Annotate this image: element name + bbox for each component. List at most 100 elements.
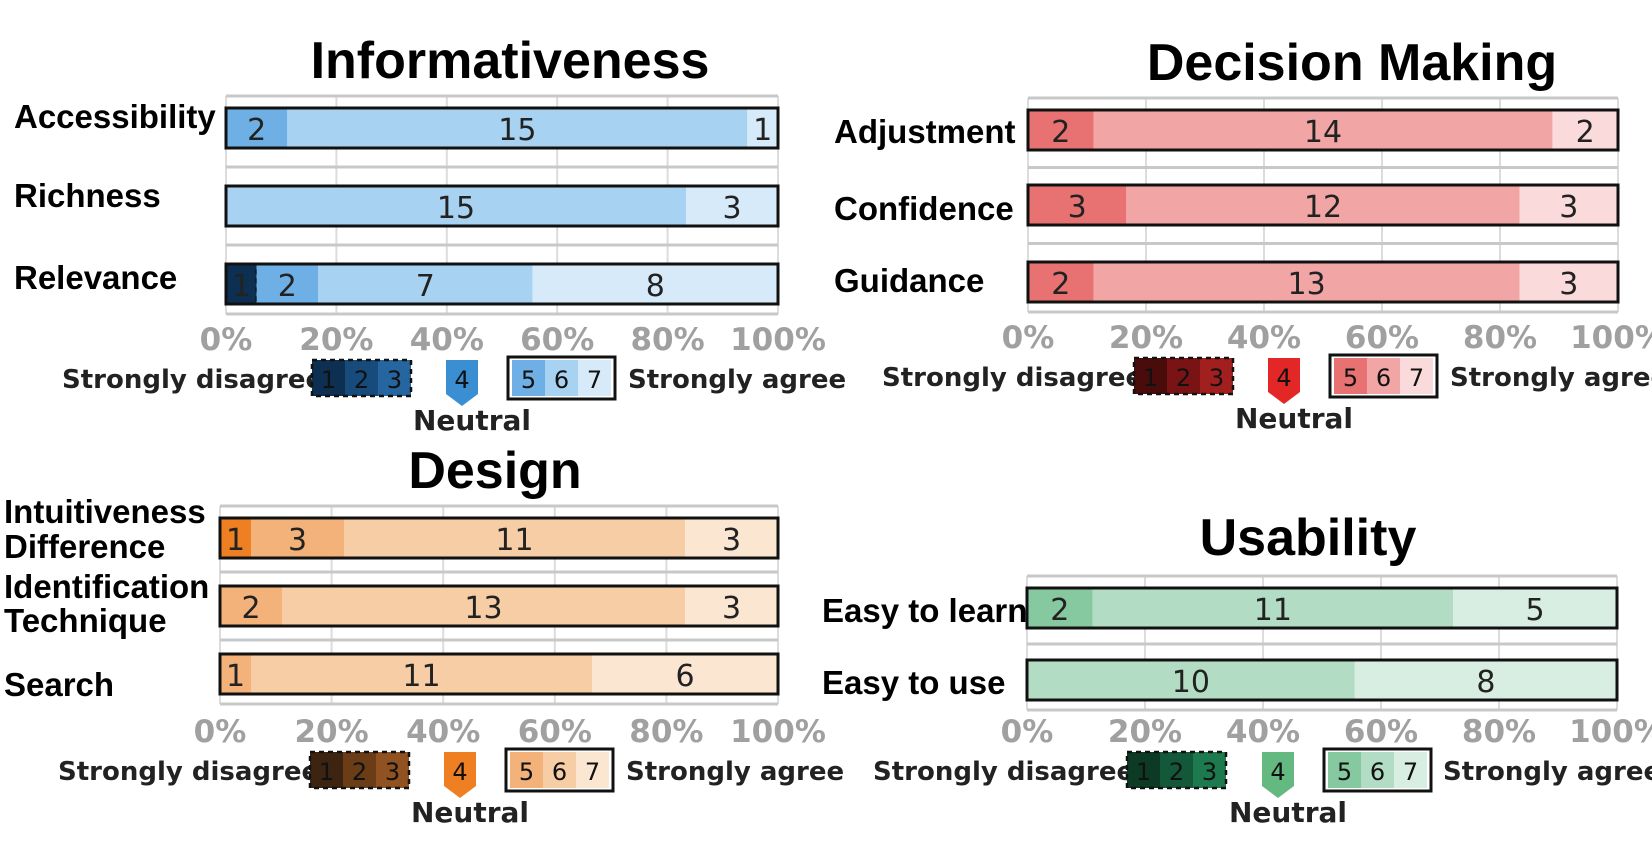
- bar-segment-relevance-level-7: [532, 264, 778, 304]
- bar-segment-richness-level-6: [226, 186, 686, 226]
- bar-value-label: 1: [753, 113, 772, 148]
- bar-segment-adjustment-level-7: [1552, 110, 1618, 150]
- legend-agree-label: Strongly agree: [1450, 363, 1652, 393]
- category-label: Guidance: [834, 262, 984, 299]
- legend-level-label: 7: [587, 366, 602, 394]
- legend-level-label: 2: [352, 758, 367, 786]
- chart-title: Design: [408, 442, 581, 500]
- bar-value-label: 11: [495, 523, 533, 558]
- bar-segment-search-level-6: [251, 654, 592, 694]
- legend-agree-outline: [1328, 353, 1439, 399]
- legend-swatch-level-7: [1400, 358, 1433, 394]
- chart-title: Informativeness: [311, 32, 710, 90]
- legend-level-label: 2: [354, 366, 369, 394]
- legend-agree-label: Strongly agree: [626, 757, 844, 787]
- legend-agree-outline: [506, 355, 617, 401]
- bar-segment-accessibility-level-5: [226, 108, 288, 148]
- bar-segment-intuitiveness-difference-level-4: [220, 518, 251, 558]
- bar-outline-confidence: [1026, 183, 1620, 227]
- bar-value-label: 3: [722, 191, 741, 226]
- bar-outline-intuitiveness-difference: [218, 516, 780, 560]
- legend-level-label: 4: [454, 366, 469, 394]
- x-tick-label: 20%: [294, 714, 368, 750]
- bar-outline-richness: [224, 184, 780, 228]
- bar-segment-intuitiveness-difference-level-6: [344, 518, 685, 558]
- legend-disagree-outline: [310, 358, 413, 398]
- legend-swatch-level-6: [1367, 358, 1400, 394]
- legend-swatch-level-1: [312, 360, 345, 396]
- bar-value-label: 2: [247, 113, 266, 148]
- bar-segment-adjustment-level-6: [1093, 110, 1553, 150]
- legend-disagree-outline: [1125, 750, 1228, 790]
- legend-swatch-level-5: [510, 752, 543, 788]
- legend-neutral-label: Neutral: [411, 796, 529, 829]
- legend-swatch-level-3: [1193, 752, 1226, 788]
- bar-segment-search-level-5: [220, 654, 251, 694]
- x-tick-label: 80%: [1462, 714, 1536, 750]
- category-label: Easy to use: [822, 664, 1005, 701]
- legend-swatch-level-3: [376, 752, 409, 788]
- legend-level-label: 1: [1143, 364, 1158, 392]
- bar-segment-guidance-level-6: [1093, 262, 1520, 302]
- legend-level-label: 7: [585, 758, 600, 786]
- legend-swatch-level-1: [1127, 752, 1160, 788]
- bar-value-label: 2: [1051, 115, 1070, 150]
- legend-level-label: 4: [1270, 758, 1285, 786]
- legend-neutral-marker: [446, 360, 478, 406]
- bar-segment-confidence-level-6: [1126, 185, 1520, 225]
- bar-outline-easy-to-learn: [1025, 586, 1619, 630]
- legend-neutral-marker: [444, 752, 476, 798]
- bar-value-label: 2: [1576, 115, 1595, 150]
- bar-segment-identification-technique-level-5: [220, 586, 282, 626]
- x-tick-label: 0%: [1001, 714, 1054, 750]
- bar-segment-relevance-level-6: [318, 264, 533, 304]
- legend-neutral-label: Neutral: [413, 404, 531, 437]
- chart-title: Decision Making: [1147, 34, 1557, 92]
- bar-segment-easy-to-learn-level-7: [1453, 588, 1617, 628]
- legend-disagree-label: Strongly disagree: [62, 365, 323, 395]
- legend-swatch-level-5: [1328, 752, 1361, 788]
- x-tick-label: 20%: [1109, 320, 1183, 356]
- bar-segment-confidence-level-7: [1519, 185, 1618, 225]
- bar-value-label: 3: [288, 523, 307, 558]
- x-tick-label: 40%: [406, 714, 480, 750]
- legend-level-label: 3: [1202, 758, 1217, 786]
- legend-level-label: 2: [1169, 758, 1184, 786]
- bar-value-label: 11: [402, 659, 440, 694]
- legend-swatch-level-5: [1334, 358, 1367, 394]
- category-label: Richness: [14, 177, 161, 214]
- legend-swatch-level-3: [378, 360, 411, 396]
- bar-value-label: 6: [675, 659, 694, 694]
- legend-level-label: 4: [1276, 364, 1291, 392]
- x-tick-label: 0%: [1002, 320, 1055, 356]
- category-label-line: Identification: [4, 568, 209, 605]
- bar-segment-identification-technique-level-6: [282, 586, 685, 626]
- legend-swatch-level-2: [1160, 752, 1193, 788]
- bar-segment-accessibility-level-6: [287, 108, 748, 148]
- legend-level-label: 1: [1136, 758, 1151, 786]
- legend-level-label: 6: [554, 366, 569, 394]
- legend-level-label: 4: [452, 758, 467, 786]
- bar-value-label: 1: [226, 523, 245, 558]
- bar-segment-intuitiveness-difference-level-7: [685, 518, 778, 558]
- x-tick-label: 60%: [1344, 714, 1418, 750]
- bar-value-label: 3: [722, 591, 741, 626]
- bar-segment-adjustment-level-5: [1028, 110, 1094, 150]
- x-tick-label: 80%: [1463, 320, 1537, 356]
- legend-agree-outline: [504, 747, 615, 793]
- bar-segment-search-level-7: [592, 654, 778, 694]
- legend-disagree-label: Strongly disagree: [882, 363, 1143, 393]
- legend-agree-label: Strongly agree: [1443, 757, 1652, 787]
- legend-disagree-outline: [1132, 356, 1235, 396]
- legend-neutral-marker: [1268, 358, 1300, 404]
- chart-title: Usability: [1200, 509, 1417, 567]
- legend-agree-label: Strongly agree: [628, 365, 846, 395]
- legend-level-label: 1: [321, 366, 336, 394]
- legend-level-label: 6: [1376, 364, 1391, 392]
- legend-neutral-marker: [1262, 752, 1294, 798]
